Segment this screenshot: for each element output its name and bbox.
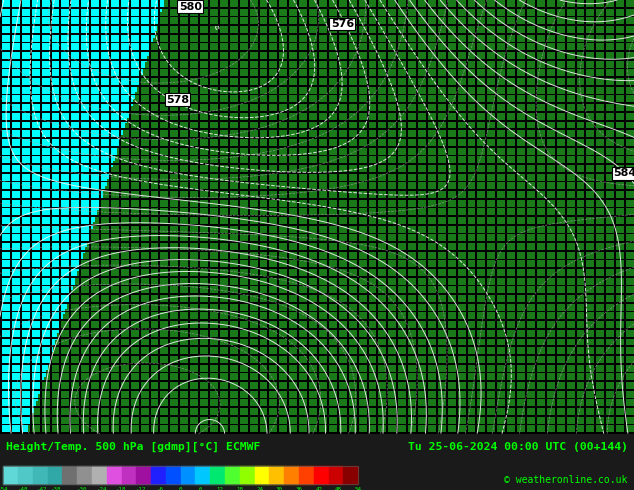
Bar — [284, 466, 299, 484]
Text: -30: -30 — [77, 487, 87, 490]
Bar — [344, 466, 358, 484]
Text: 42: 42 — [315, 487, 322, 490]
Text: -38: -38 — [51, 487, 61, 490]
Bar — [3, 466, 358, 484]
Bar — [225, 466, 240, 484]
Bar — [210, 466, 225, 484]
Text: 54: 54 — [354, 487, 362, 490]
Bar — [3, 466, 18, 484]
Bar — [299, 466, 314, 484]
Bar — [48, 466, 62, 484]
Text: 30: 30 — [276, 487, 283, 490]
Text: © weatheronline.co.uk: © weatheronline.co.uk — [504, 475, 628, 486]
Text: Height/Temp. 500 hPa [gdmp][°C] ECMWF: Height/Temp. 500 hPa [gdmp][°C] ECMWF — [6, 442, 261, 452]
Bar — [166, 466, 181, 484]
Bar — [122, 466, 136, 484]
Bar — [77, 466, 92, 484]
Text: -48: -48 — [18, 487, 28, 490]
Text: 578: 578 — [166, 95, 189, 105]
Text: 580: 580 — [179, 1, 202, 11]
Text: -18: -18 — [116, 487, 127, 490]
Text: -12: -12 — [136, 487, 146, 490]
Text: -6: -6 — [157, 487, 164, 490]
Text: -42: -42 — [37, 487, 48, 490]
Text: 576: 576 — [331, 19, 354, 29]
Bar — [195, 466, 210, 484]
Bar — [151, 466, 166, 484]
Text: 48: 48 — [335, 487, 342, 490]
Bar — [62, 466, 77, 484]
Bar — [314, 466, 328, 484]
Text: -54: -54 — [0, 487, 8, 490]
Text: 6: 6 — [198, 487, 202, 490]
Bar — [181, 466, 195, 484]
Bar — [33, 466, 48, 484]
Text: 0: 0 — [179, 487, 183, 490]
Text: 24: 24 — [256, 487, 263, 490]
Bar — [255, 466, 269, 484]
Text: 12: 12 — [217, 487, 224, 490]
Text: 18: 18 — [236, 487, 243, 490]
Bar — [240, 466, 255, 484]
Text: Tu 25-06-2024 00:00 UTC (00+144): Tu 25-06-2024 00:00 UTC (00+144) — [408, 442, 628, 452]
Text: 584: 584 — [613, 169, 634, 178]
Bar — [269, 466, 284, 484]
Text: -24: -24 — [96, 487, 107, 490]
Bar — [107, 466, 122, 484]
Bar — [136, 466, 151, 484]
Bar — [92, 466, 107, 484]
Bar — [328, 466, 344, 484]
Text: 36: 36 — [295, 487, 302, 490]
Bar — [18, 466, 33, 484]
